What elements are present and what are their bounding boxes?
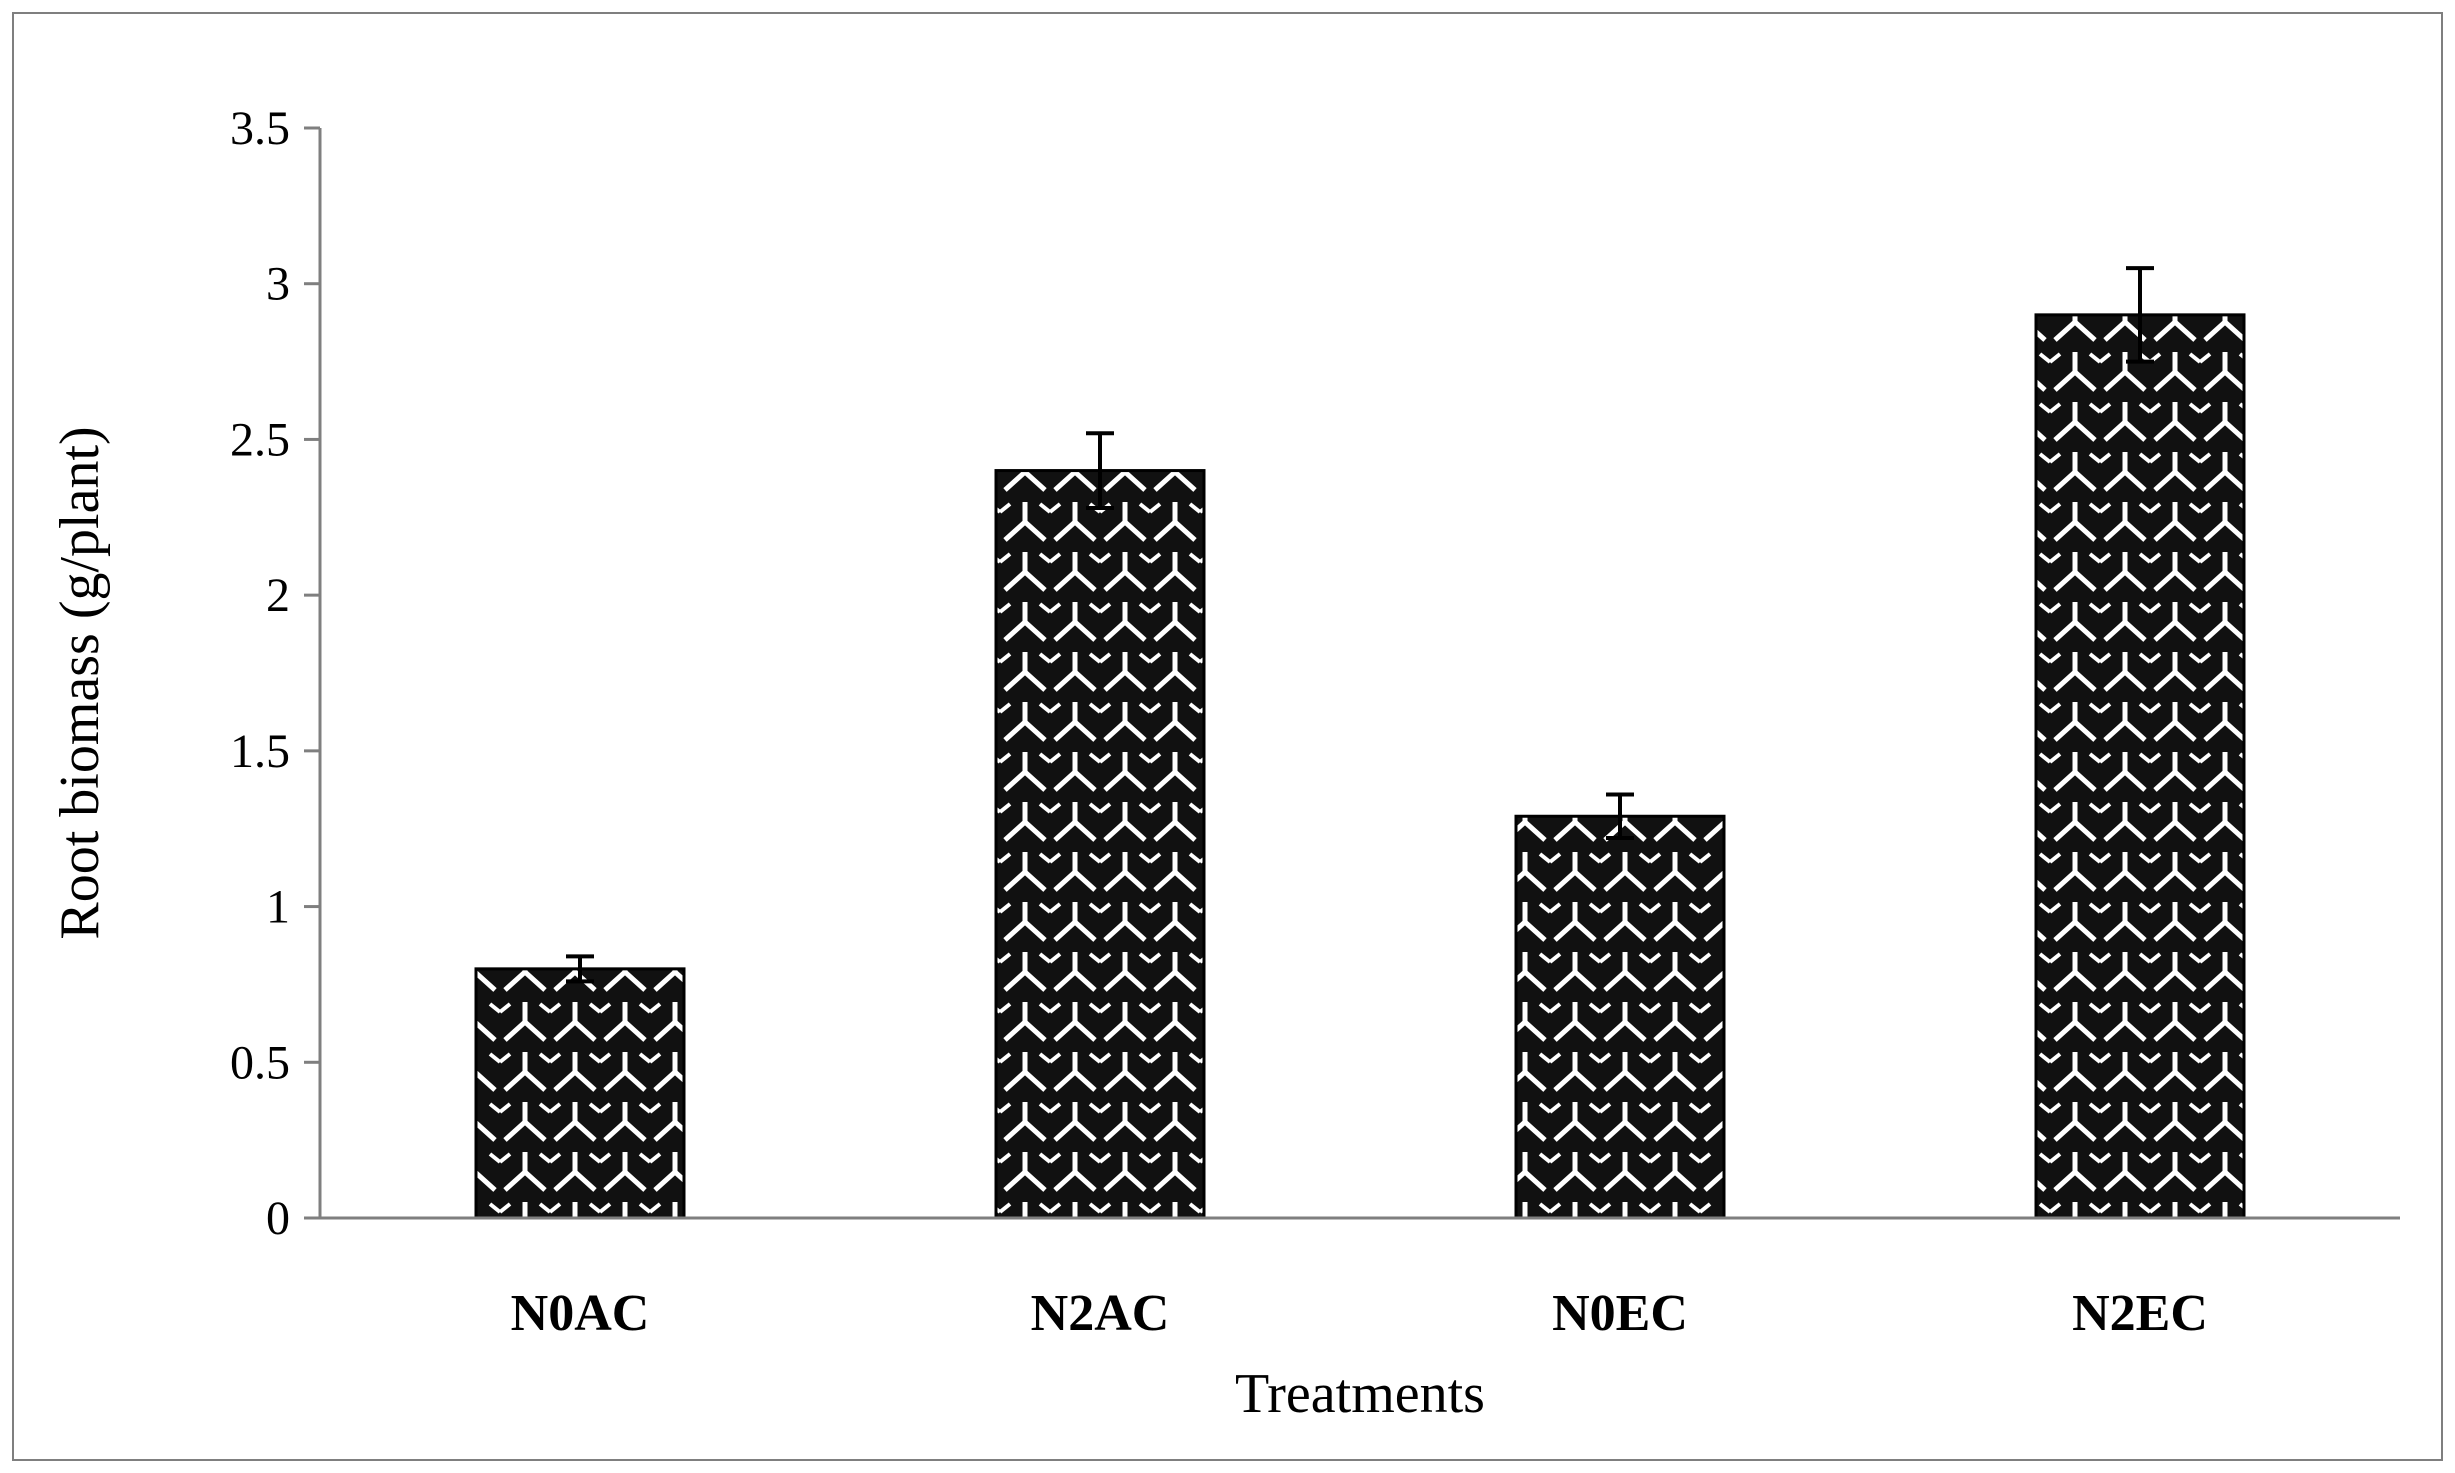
y-tick-label: 0 — [266, 1192, 290, 1245]
error-bar-n0ec — [1606, 792, 1634, 841]
y-tick-label: 1.5 — [230, 725, 290, 778]
bar-n2ec — [2034, 313, 2246, 1220]
x-axis-title: Treatments — [1235, 1363, 1485, 1425]
error-bar-n0ac — [566, 954, 594, 984]
y-tick-label: 1 — [266, 881, 290, 934]
y-tick-label: 2 — [266, 569, 290, 622]
bar-n0ac — [474, 967, 686, 1220]
x-tick-label-n2ec: N2EC — [2072, 1285, 2208, 1342]
x-tick-label-n2ac: N2AC — [1031, 1285, 1170, 1342]
y-axis: 0 0.5 1 1.5 2 2.5 3 3.5 — [230, 102, 322, 1245]
y-tick-label: 3.5 — [230, 102, 290, 155]
y-tick-label: 3 — [266, 258, 290, 311]
x-tick-label-n0ac: N0AC — [511, 1285, 650, 1342]
y-axis-title: Root biomass (g/plant) — [49, 426, 111, 939]
bar-n0ec — [1514, 814, 1726, 1220]
bars — [474, 266, 2246, 1220]
bar-n2ac — [994, 469, 1206, 1220]
x-tick-label-n0ec: N0EC — [1552, 1285, 1688, 1342]
error-bar-n2ec — [2126, 266, 2154, 364]
y-tick-label: 2.5 — [230, 413, 290, 466]
error-bar-n2ac — [1086, 431, 1114, 510]
x-axis: N0AC N2AC N0EC N2EC — [320, 1216, 2400, 1342]
y-tick-label: 0.5 — [230, 1036, 290, 1089]
